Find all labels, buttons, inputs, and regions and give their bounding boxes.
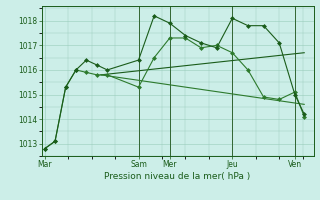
X-axis label: Pression niveau de la mer( hPa ): Pression niveau de la mer( hPa ) <box>104 172 251 181</box>
